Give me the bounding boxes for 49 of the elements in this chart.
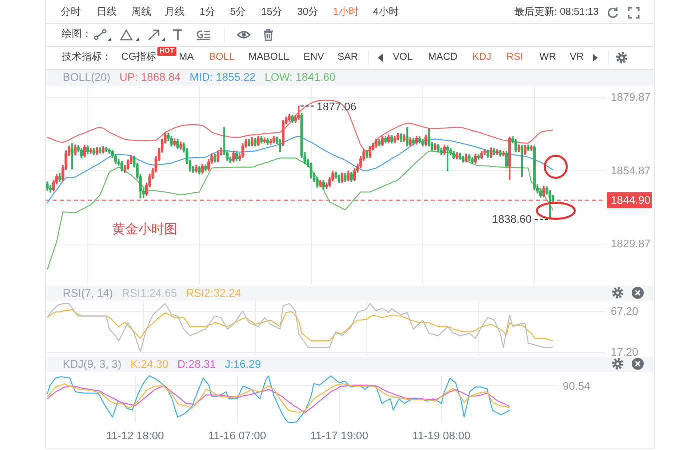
chart-title: BOLL(20)	[63, 72, 111, 84]
y-tick-label: 67.20	[611, 306, 639, 318]
text: 绘图：	[62, 29, 92, 41]
x-tick-label: 11-12 18:00	[106, 430, 164, 443]
text: KDJ	[472, 52, 492, 64]
x-tick-label: 11-19 08:00	[412, 430, 471, 443]
text: UP: 1868.84	[120, 72, 181, 84]
text: 5分	[230, 7, 246, 19]
text: 分时	[61, 7, 81, 19]
text: 月线	[165, 7, 185, 19]
y-tick-label: 1829.87	[611, 238, 651, 250]
chart-title: KDJ(9, 3, 3)	[63, 358, 122, 370]
text: SAR	[338, 52, 358, 64]
series-label: K:24.30	[130, 358, 169, 370]
series-label: D:28.31	[178, 358, 216, 370]
text: VOL	[392, 52, 414, 64]
text: 4小时	[373, 7, 399, 19]
text: LOW: 1841.60	[264, 72, 336, 84]
x-tick-label: 11-16 07:00	[208, 430, 266, 443]
text: 1分	[200, 7, 216, 19]
text: MA	[179, 52, 194, 64]
text: 1小时	[333, 7, 359, 19]
text: MABOLL	[248, 52, 290, 64]
text: RSI	[506, 52, 524, 64]
y-tick-label: 1879.87	[611, 92, 651, 104]
text: BOLL	[209, 52, 235, 64]
text: 最后更新: 08:51:13	[514, 7, 599, 19]
ref-line-label: 1844.90	[611, 194, 651, 207]
text: MACD	[428, 52, 458, 64]
text: 技术指标：	[62, 52, 112, 64]
y-tick-label: 1854.87	[611, 165, 651, 178]
text: WR	[540, 52, 556, 64]
series-label: J:16.29	[225, 358, 262, 370]
text: 30分	[297, 7, 319, 19]
x-tick-label: 11-17 19:00	[310, 430, 369, 443]
chart-title: RSI(7, 14)	[63, 288, 114, 300]
text: VR	[570, 52, 584, 64]
annotation: 1838.60	[492, 214, 532, 226]
series-label: RSI1:24.65	[122, 288, 178, 300]
y-tick-label: 17.20	[611, 347, 639, 360]
text: MID: 1855.22	[190, 72, 256, 84]
text: 15分	[261, 7, 283, 19]
text: 日线	[97, 7, 117, 19]
annotation: 黄金小时图	[112, 222, 178, 238]
text: CG指标	[122, 52, 156, 64]
text: 周线	[132, 7, 152, 19]
text: ENV	[304, 52, 324, 64]
series-label: RSI2:32.24	[186, 288, 242, 300]
text: 90.54	[563, 381, 591, 394]
